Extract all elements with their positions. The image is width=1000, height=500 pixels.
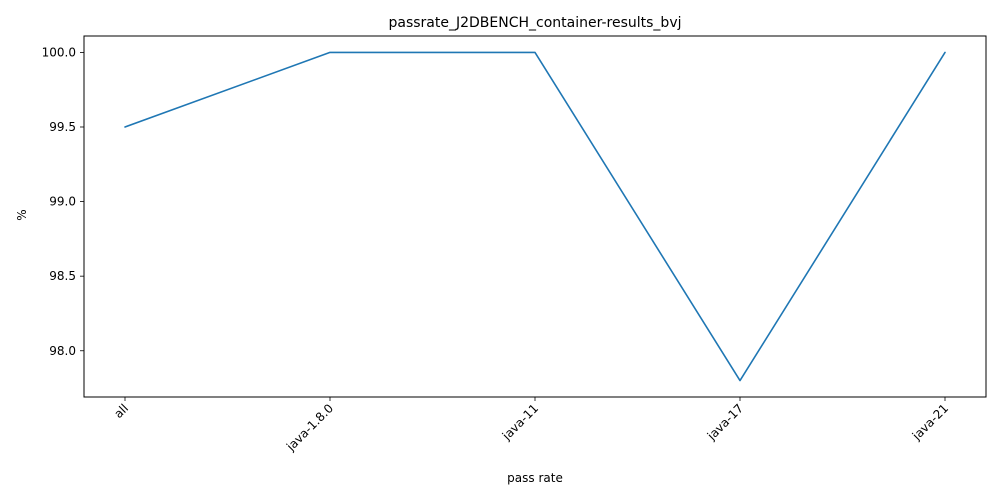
series-layer (124, 51, 946, 382)
y-tick-label: 99.0 (49, 195, 76, 209)
x-tick-label: java-17 (704, 401, 746, 443)
y-tick-label: 98.5 (49, 269, 76, 283)
chart-title: passrate_J2DBENCH_container-results_bvj (389, 15, 682, 31)
x-tick-label: java-21 (909, 401, 951, 443)
x-tick-label: java-11 (499, 401, 541, 443)
y-tick-label: 99.5 (49, 120, 76, 134)
y-tick-label: 98.0 (49, 344, 76, 358)
y-axis-title: % (15, 209, 29, 220)
y-tick-label: 100.0 (42, 45, 76, 59)
plot-area (83, 35, 987, 398)
plot-frame (83, 35, 987, 398)
x-axis-title: pass rate (507, 471, 563, 485)
x-axis: all java-1.8.0 java-11 java-17 java-21 (111, 397, 951, 454)
y-axis: 98.0 98.5 99.0 99.5 100.0 (42, 45, 84, 358)
x-tick-label: all (111, 401, 131, 421)
x-tick-label: java-1.8.0 (283, 401, 336, 454)
series-line (124, 51, 946, 382)
